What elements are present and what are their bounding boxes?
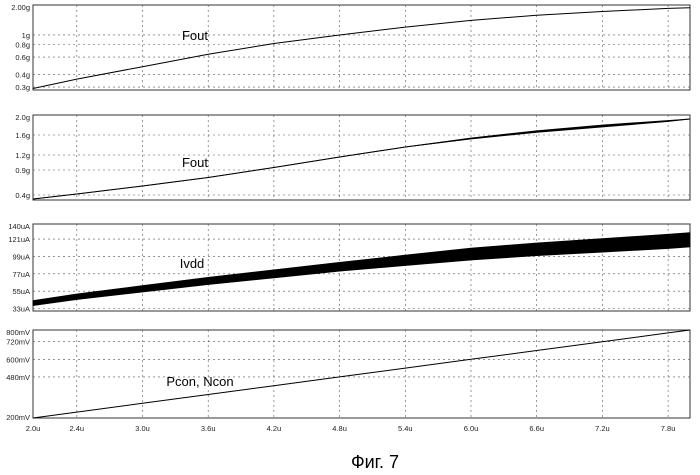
- x-tick-label: 5.4u: [398, 424, 413, 433]
- panel-1: 2.00g 1g0.8g 0.6g 0.4g 0.3g Fout: [11, 3, 690, 92]
- y-tick-label: 99uA: [12, 252, 30, 261]
- x-tick-label: 6.0u: [464, 424, 479, 433]
- series-line: [33, 8, 690, 89]
- y-tick-label: 55uA: [12, 287, 30, 296]
- y-tick-label: 1g: [22, 31, 30, 40]
- y-tick-label: 33uA: [12, 305, 30, 314]
- y-tick-label: 1.6g: [15, 131, 30, 140]
- y-tick-label: 800mV: [6, 328, 30, 337]
- y-tick-label: 0.4g: [15, 191, 30, 200]
- series-label: Fout: [182, 155, 208, 170]
- y-tick-label: 140uA: [8, 222, 30, 231]
- y-tick-label: 200mV: [6, 413, 30, 422]
- y-tick-label: 1.2g: [15, 151, 30, 160]
- x-tick-label: 3.0u: [135, 424, 150, 433]
- y-tick-label: 121uA: [8, 235, 30, 244]
- x-tick-label: 7.8u: [661, 424, 676, 433]
- x-tick-label: 4.8u: [332, 424, 347, 433]
- x-tick-label: 4.2u: [267, 424, 282, 433]
- series-label: Pcon, Ncon: [166, 374, 233, 389]
- x-tick-label: 2.0u: [26, 424, 41, 433]
- figure-caption: Фиг. 7: [351, 452, 399, 472]
- y-tick-label: 0.6g: [15, 53, 30, 62]
- panel-2: 2.0g 1.6g 1.2g 0.9g 0.4g Fout: [15, 113, 690, 200]
- y-tick-label: 0.4g: [15, 71, 30, 80]
- x-tick-label: 7.2u: [595, 424, 610, 433]
- y-tick-label: 77uA: [12, 270, 30, 279]
- y-tick-label: 2.0g: [15, 113, 30, 122]
- y-tick-label: 720mV: [6, 338, 30, 347]
- y-tick-label: 600mV: [6, 355, 30, 364]
- panel-4: 800mV720mV 600mV 480mV 200mV Pcon, Ncon: [6, 328, 690, 422]
- y-tick-label: 480mV: [6, 373, 30, 382]
- series-band: [33, 233, 690, 306]
- series-label: Ivdd: [180, 256, 205, 271]
- x-tick-label: 2.4u: [69, 424, 84, 433]
- series-line: [33, 119, 690, 199]
- series-label: Fout: [182, 28, 208, 43]
- x-tick-label: 6.6u: [529, 424, 544, 433]
- panel-3: 140uA 121uA 99uA 77uA 55uA 33uA Ivdd: [8, 222, 690, 314]
- y-tick-label: 0.8g: [15, 41, 30, 50]
- plot-frame: [33, 5, 690, 90]
- y-tick-label: 2.00g: [11, 3, 30, 12]
- y-tick-label: 0.3g: [15, 83, 30, 92]
- series-line: [33, 330, 690, 418]
- y-tick-label: 0.9g: [15, 166, 30, 175]
- x-tick-label: 3.6u: [201, 424, 216, 433]
